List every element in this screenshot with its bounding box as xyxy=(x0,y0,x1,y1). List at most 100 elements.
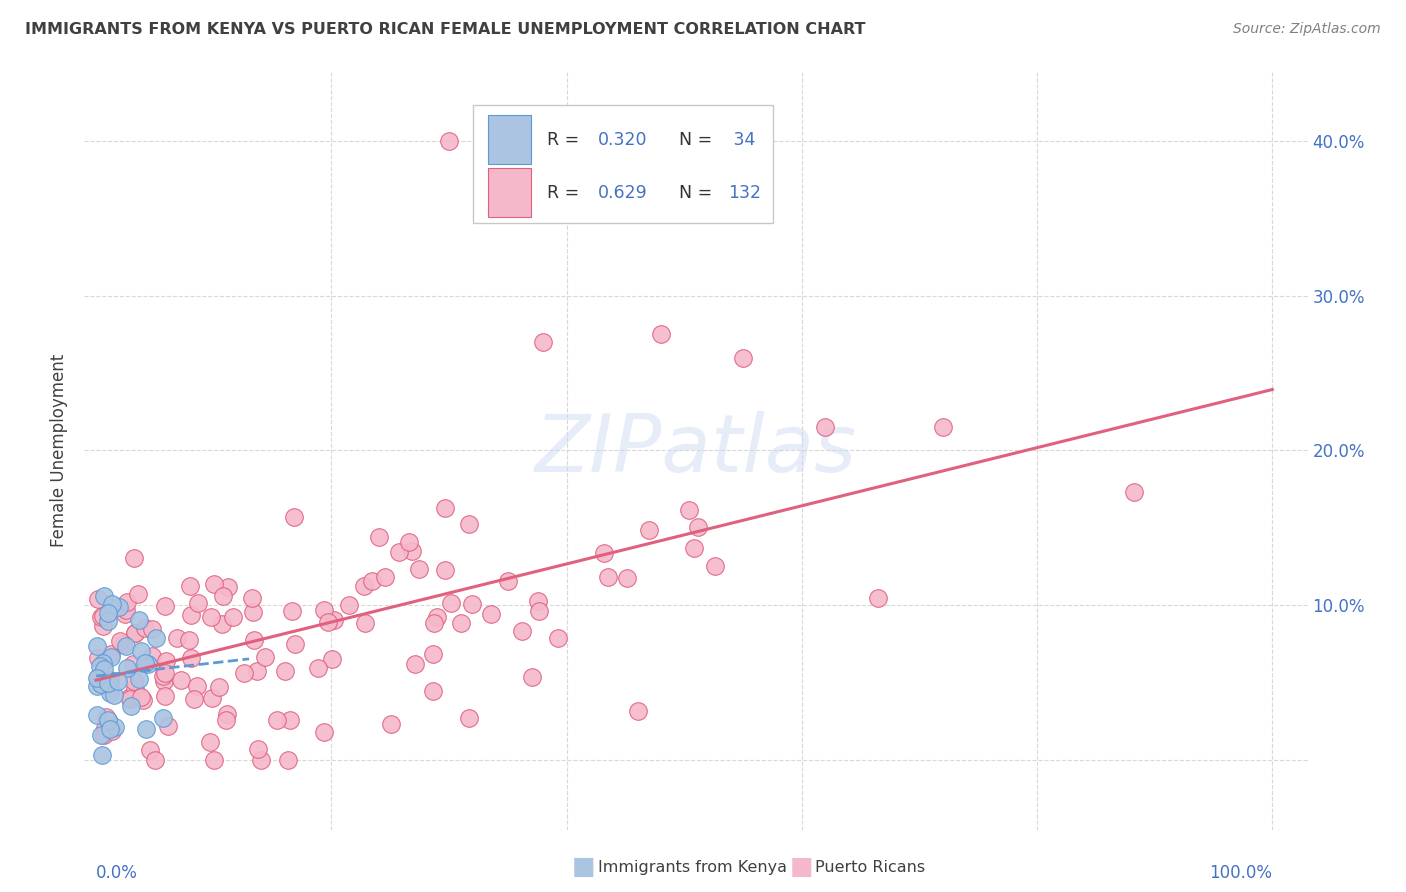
Point xyxy=(274,664,297,678)
Text: 0.320: 0.320 xyxy=(598,130,648,149)
Point xyxy=(143,753,166,767)
Point xyxy=(616,571,638,585)
Point xyxy=(638,523,661,537)
Point xyxy=(108,600,131,615)
Point xyxy=(98,673,121,687)
Point xyxy=(120,692,142,706)
Point xyxy=(458,517,481,532)
Point xyxy=(408,562,430,576)
Point xyxy=(177,632,200,647)
Point xyxy=(152,669,174,683)
Point xyxy=(422,615,444,630)
Point xyxy=(398,534,420,549)
Point xyxy=(180,608,202,623)
Point xyxy=(215,706,238,721)
FancyBboxPatch shape xyxy=(488,115,531,164)
Point xyxy=(153,599,176,613)
Point xyxy=(93,619,115,633)
Point xyxy=(124,625,146,640)
Point xyxy=(128,587,150,601)
Text: N =: N = xyxy=(679,130,717,149)
Point xyxy=(93,589,115,603)
Text: Puerto Ricans: Puerto Ricans xyxy=(815,860,925,874)
Point xyxy=(87,670,110,684)
Point xyxy=(307,661,329,675)
Point xyxy=(87,592,110,607)
Text: 0.0%: 0.0% xyxy=(96,863,138,881)
Point xyxy=(90,677,112,691)
Point xyxy=(101,723,124,738)
Text: Source: ZipAtlas.com: Source: ZipAtlas.com xyxy=(1233,22,1381,37)
Point xyxy=(139,742,162,756)
Point xyxy=(128,613,150,627)
Point xyxy=(86,671,108,685)
Point xyxy=(440,596,463,610)
Point xyxy=(247,741,270,756)
Point xyxy=(129,644,152,658)
Point xyxy=(115,595,138,609)
Point xyxy=(132,693,155,707)
Point xyxy=(97,614,120,628)
Point xyxy=(240,591,263,606)
Point xyxy=(86,639,108,653)
Point xyxy=(461,598,484,612)
Point xyxy=(354,615,377,630)
Point xyxy=(135,722,157,736)
Point xyxy=(186,679,208,693)
Point xyxy=(179,579,201,593)
Point xyxy=(242,605,264,619)
Point xyxy=(141,648,163,663)
Point xyxy=(277,753,299,767)
Point xyxy=(215,713,238,727)
Point xyxy=(353,579,375,593)
Point xyxy=(222,609,245,624)
Point xyxy=(131,690,153,704)
Point xyxy=(156,719,179,733)
Point xyxy=(200,609,222,624)
Point xyxy=(627,704,650,718)
Point xyxy=(98,678,121,692)
Point xyxy=(450,615,472,630)
Point xyxy=(124,551,146,566)
Point xyxy=(170,673,193,687)
Point xyxy=(422,647,444,661)
Point xyxy=(374,570,396,584)
Point xyxy=(153,666,176,681)
Point xyxy=(434,563,457,577)
Point xyxy=(114,607,136,622)
Point xyxy=(434,501,457,516)
Point xyxy=(246,665,269,679)
Point xyxy=(323,613,346,627)
Text: ■: ■ xyxy=(790,855,813,879)
Point xyxy=(242,633,264,648)
Point xyxy=(278,713,301,727)
Point xyxy=(103,688,125,702)
Point xyxy=(281,604,304,618)
Point xyxy=(98,686,121,700)
Point xyxy=(814,420,837,434)
Point xyxy=(115,602,138,616)
Point xyxy=(87,651,110,665)
Point xyxy=(155,654,177,668)
Point xyxy=(120,698,142,713)
Point xyxy=(180,651,202,665)
Point xyxy=(650,327,672,342)
Point xyxy=(89,658,111,673)
Point xyxy=(124,681,146,696)
Point xyxy=(112,637,135,651)
Point xyxy=(93,728,115,742)
Point xyxy=(100,649,122,664)
Point xyxy=(122,657,145,672)
Point xyxy=(316,615,339,629)
Point xyxy=(101,598,124,612)
Point xyxy=(283,510,305,524)
Point xyxy=(284,638,307,652)
Text: Immigrants from Kenya: Immigrants from Kenya xyxy=(598,860,786,874)
Point xyxy=(91,748,114,763)
Point xyxy=(97,713,120,727)
Point xyxy=(593,546,616,560)
Point xyxy=(212,590,235,604)
Point xyxy=(437,134,460,148)
Point xyxy=(98,722,121,736)
Y-axis label: Female Unemployment: Female Unemployment xyxy=(51,354,69,547)
